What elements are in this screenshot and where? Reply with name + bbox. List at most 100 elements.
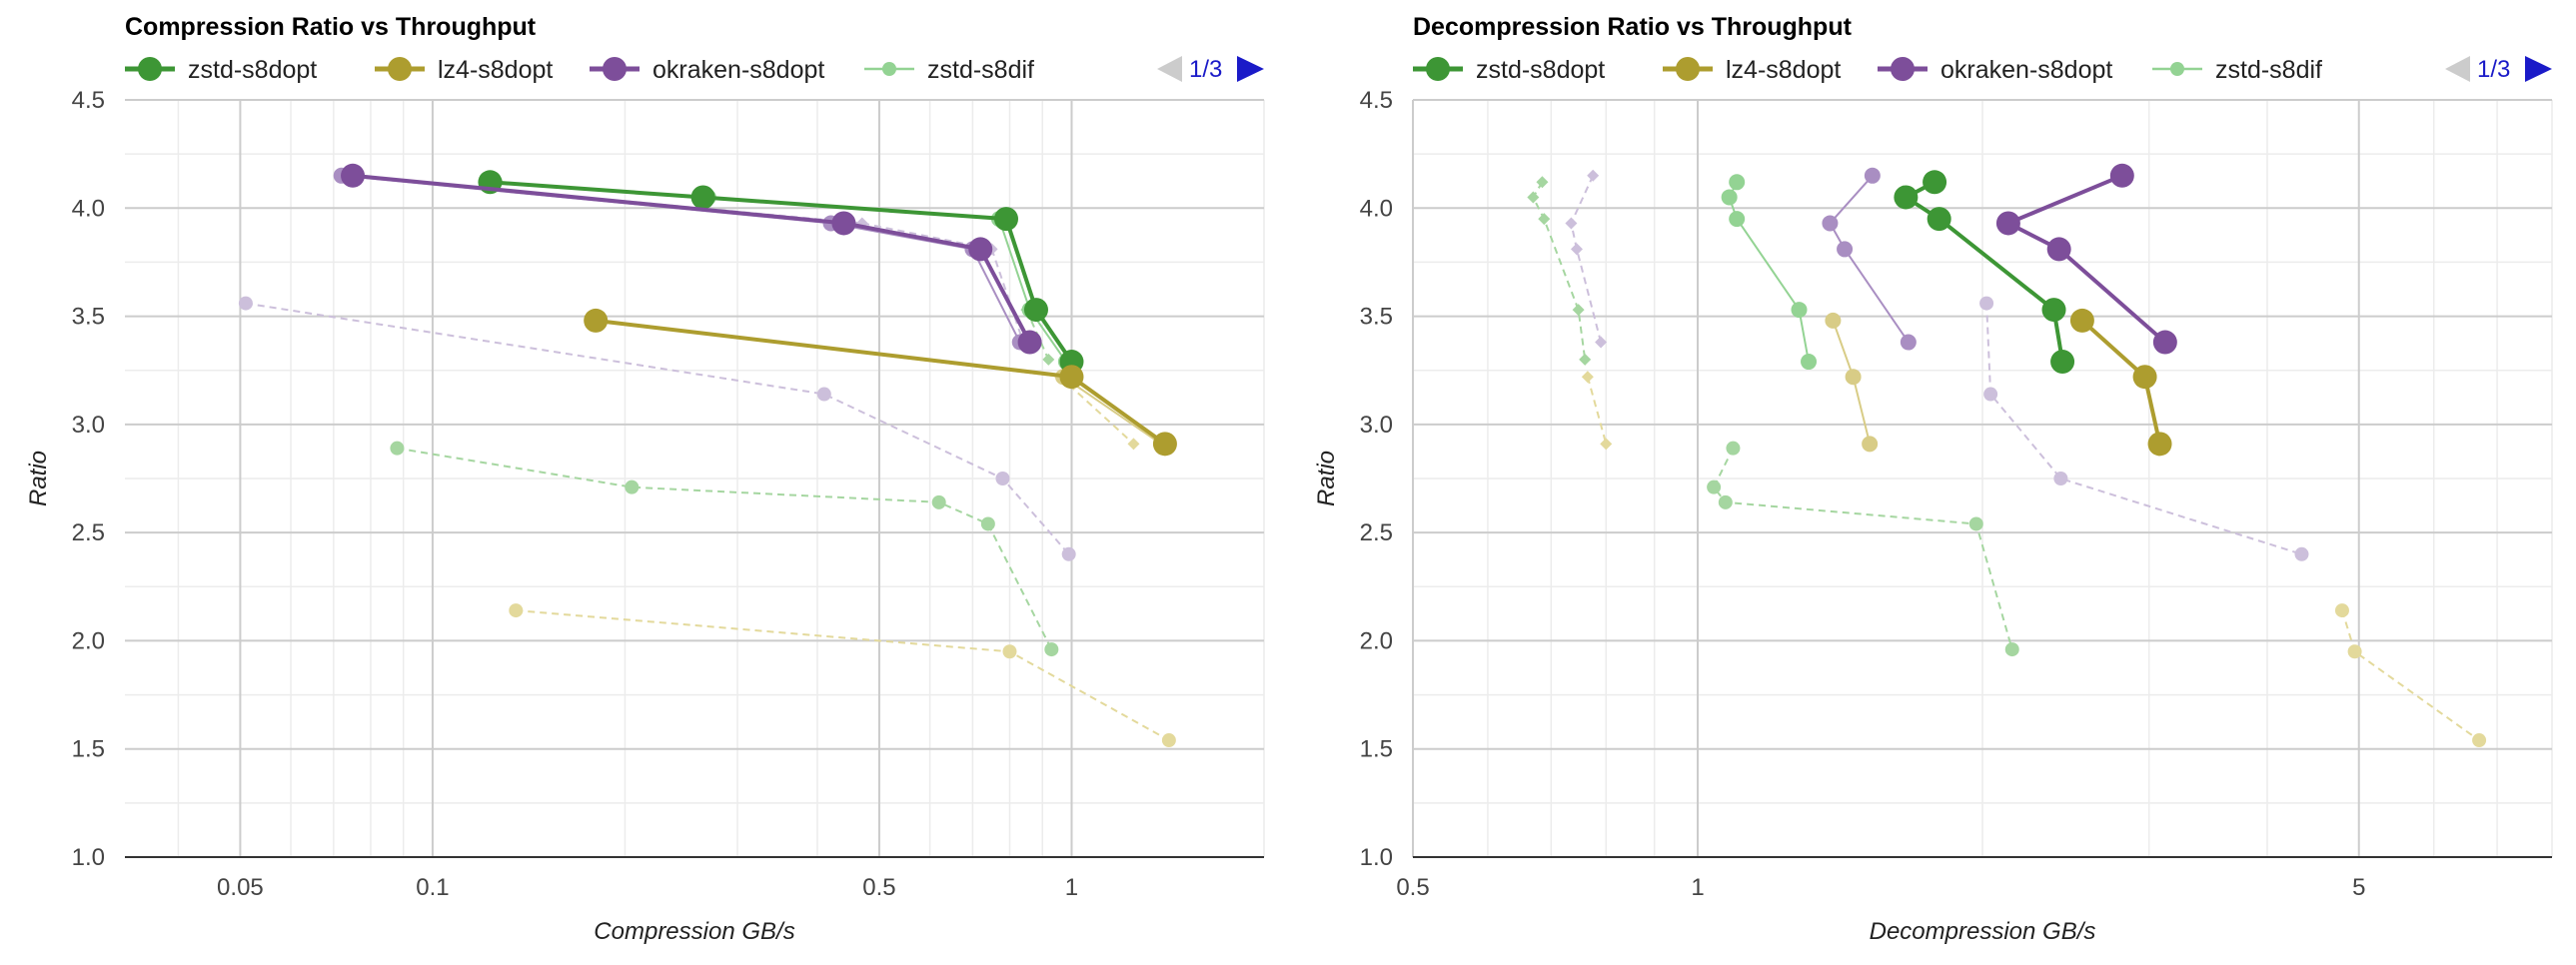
data-point[interactable] xyxy=(968,237,993,262)
data-point[interactable] xyxy=(1721,189,1738,206)
data-point[interactable] xyxy=(2046,237,2071,262)
data-point[interactable] xyxy=(931,494,946,509)
data-point[interactable] xyxy=(2109,163,2134,188)
data-point[interactable] xyxy=(584,308,609,333)
data-point[interactable] xyxy=(1900,334,1917,351)
data-point[interactable] xyxy=(1801,354,1818,371)
legend-label[interactable]: lz4-s8dopt xyxy=(438,56,553,84)
data-point[interactable] xyxy=(509,603,524,618)
legend-marker[interactable] xyxy=(138,57,162,81)
data-point[interactable] xyxy=(1600,438,1613,451)
legend-label[interactable]: zstd-s8dopt xyxy=(1476,56,1605,84)
data-point[interactable] xyxy=(1587,169,1600,182)
data-point[interactable] xyxy=(1979,296,1994,311)
data-point[interactable] xyxy=(1729,211,1746,228)
data-point[interactable] xyxy=(1862,436,1879,453)
series-line xyxy=(2005,173,2167,345)
data-point[interactable] xyxy=(1127,438,1140,451)
data-point[interactable] xyxy=(1845,369,1862,386)
pager-prev-icon[interactable] xyxy=(1157,56,1182,82)
data-point[interactable] xyxy=(625,480,640,494)
data-point[interactable] xyxy=(1726,441,1741,456)
data-point[interactable] xyxy=(1017,330,1042,355)
legend-label[interactable]: zstd-s8dif xyxy=(2215,56,2322,84)
data-point[interactable] xyxy=(2294,546,2309,561)
data-point[interactable] xyxy=(1718,494,1733,509)
y-tick-label: 4.0 xyxy=(72,195,105,222)
data-point[interactable] xyxy=(816,387,831,402)
y-tick-label: 1.0 xyxy=(72,844,105,871)
data-point[interactable] xyxy=(2472,733,2487,748)
legend-marker[interactable] xyxy=(1676,57,1700,81)
data-point[interactable] xyxy=(1565,217,1578,230)
data-point[interactable] xyxy=(2041,298,2066,323)
data-point[interactable] xyxy=(1059,365,1084,390)
data-point[interactable] xyxy=(1825,312,1842,329)
legend-marker[interactable] xyxy=(1891,57,1915,81)
data-point[interactable] xyxy=(1161,733,1176,748)
data-point[interactable] xyxy=(1538,213,1551,226)
data-point[interactable] xyxy=(995,472,1010,485)
data-point[interactable] xyxy=(1729,174,1746,191)
data-point[interactable] xyxy=(2152,330,2177,355)
legend-label[interactable]: zstd-s8dif xyxy=(927,56,1034,84)
legend-label[interactable]: okraken-s8dopt xyxy=(652,56,824,84)
data-point[interactable] xyxy=(238,296,253,311)
data-point[interactable] xyxy=(2347,644,2362,659)
data-point[interactable] xyxy=(2132,365,2157,390)
data-point[interactable] xyxy=(2147,432,2172,457)
data-point[interactable] xyxy=(1791,302,1808,319)
y-tick-label: 1.5 xyxy=(72,736,105,763)
x-tick-label: 0.5 xyxy=(862,874,895,901)
legend-marker[interactable] xyxy=(388,57,412,81)
data-point[interactable] xyxy=(1152,432,1177,457)
data-point[interactable] xyxy=(1837,241,1854,258)
data-point[interactable] xyxy=(1995,211,2020,236)
data-point[interactable] xyxy=(1983,387,1998,402)
data-point[interactable] xyxy=(1968,516,1983,531)
data-point[interactable] xyxy=(1822,215,1839,232)
data-point[interactable] xyxy=(390,441,405,456)
data-point[interactable] xyxy=(1536,176,1549,189)
data-point[interactable] xyxy=(1894,185,1919,210)
data-point[interactable] xyxy=(1581,371,1594,384)
series-line xyxy=(352,173,1032,344)
data-point[interactable] xyxy=(1572,304,1585,317)
data-point[interactable] xyxy=(2069,308,2094,333)
data-point[interactable] xyxy=(2050,350,2075,375)
legend-label[interactable]: lz4-s8dopt xyxy=(1726,56,1841,84)
legend-marker[interactable] xyxy=(603,57,627,81)
data-point[interactable] xyxy=(1042,353,1055,366)
data-point[interactable] xyxy=(690,185,715,210)
data-point[interactable] xyxy=(2334,603,2349,618)
data-point[interactable] xyxy=(1595,336,1608,349)
data-point[interactable] xyxy=(1570,243,1583,256)
data-point[interactable] xyxy=(1923,170,1947,195)
data-point[interactable] xyxy=(1044,642,1059,657)
data-point[interactable] xyxy=(1002,644,1017,659)
pager-next-icon[interactable] xyxy=(1237,56,1264,82)
x-axis-title: Compression GB/s xyxy=(594,918,794,945)
legend-marker[interactable] xyxy=(2170,62,2184,76)
legend-label[interactable]: zstd-s8dopt xyxy=(188,56,317,84)
data-point[interactable] xyxy=(2004,642,2019,657)
y-tick-label: 1.0 xyxy=(1360,844,1393,871)
legend-marker[interactable] xyxy=(882,62,896,76)
pager-prev-icon[interactable] xyxy=(2445,56,2470,82)
data-point[interactable] xyxy=(2053,472,2068,485)
data-point[interactable] xyxy=(1579,353,1592,366)
data-point[interactable] xyxy=(1864,167,1881,184)
data-point[interactable] xyxy=(831,211,856,236)
legend-label[interactable]: okraken-s8dopt xyxy=(1940,56,2112,84)
data-point[interactable] xyxy=(1527,191,1540,204)
legend-marker[interactable] xyxy=(1426,57,1450,81)
data-point[interactable] xyxy=(1061,546,1076,561)
data-point[interactable] xyxy=(994,207,1019,232)
pager-next-icon[interactable] xyxy=(2525,56,2552,82)
data-point[interactable] xyxy=(1927,207,1951,232)
data-point[interactable] xyxy=(1707,480,1722,494)
data-point[interactable] xyxy=(341,163,366,188)
chart-title: Decompression Ratio vs Throughput xyxy=(1413,13,1853,41)
data-point[interactable] xyxy=(980,516,995,531)
data-point[interactable] xyxy=(1023,298,1048,323)
